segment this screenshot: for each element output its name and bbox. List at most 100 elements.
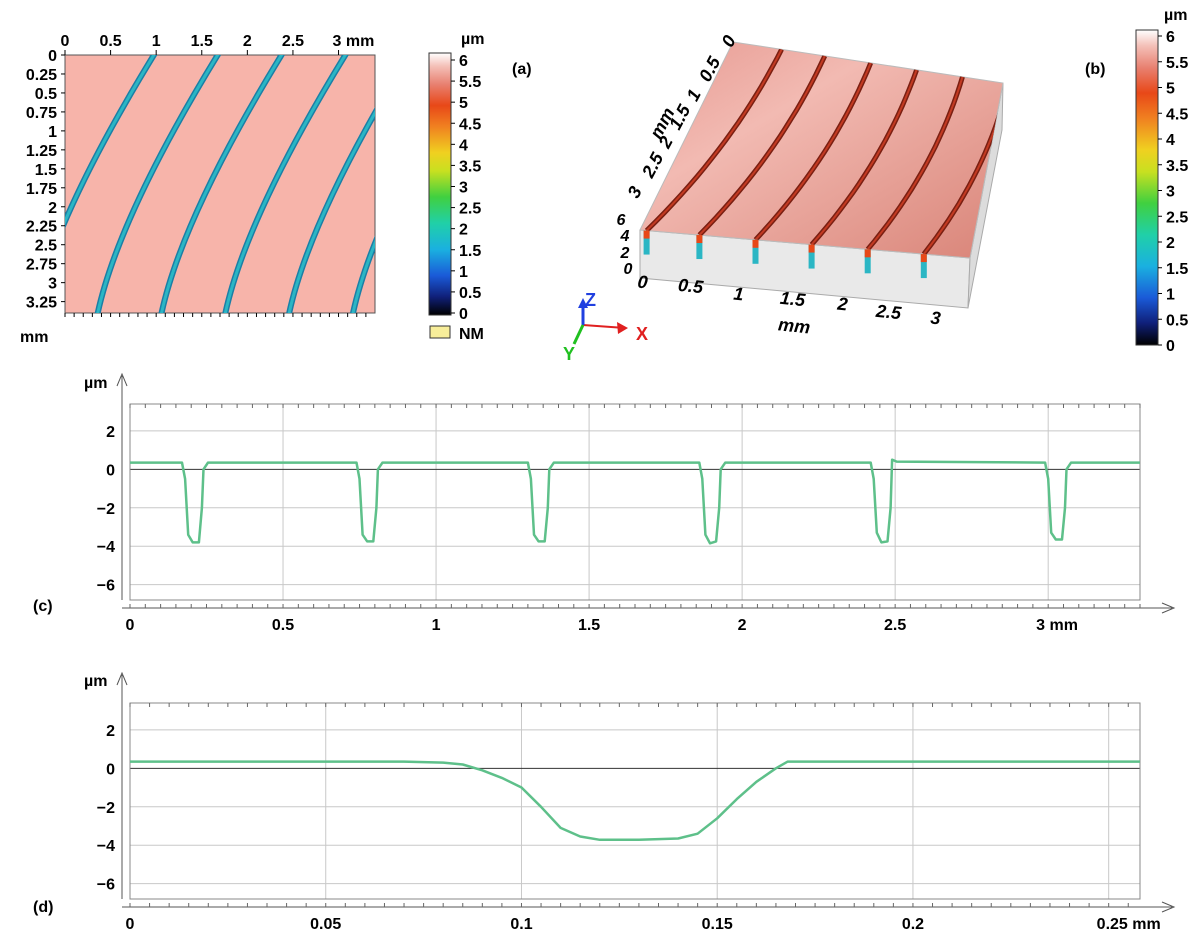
heightmap-x-tick-label: 2 (243, 33, 252, 50)
triad-y-axis (572, 324, 585, 345)
heightmap-x-tick-label: 1 (152, 33, 161, 50)
heightmap-x-tick-label: 3 mm (333, 33, 375, 50)
panel-a: 0 0.5 1 1.5 2 2.5 3 mm00.250.50.7511.251.51.75… (20, 33, 603, 346)
heightmap-y-tick-label: 2.75 (26, 257, 57, 274)
profile-d-x-tick-label: 0.15 (702, 916, 733, 931)
profile-c-x-tick-label: 1.5 (578, 617, 600, 634)
heightmap-y-tick-label: 3.25 (26, 295, 57, 312)
heightmap-y-tick-label: 0 (48, 48, 57, 65)
surface3d-y-tick-label: 1 (683, 86, 705, 104)
triad-y-label: Y (563, 344, 575, 364)
surface3d-dip-top (696, 235, 703, 244)
surface3d-dip (920, 254, 927, 279)
colorbar-b-tick-label: 3 (1166, 184, 1175, 201)
surface3d-x-tick-label: 2 (836, 293, 849, 314)
surface3d-dip (864, 249, 871, 274)
profile-c-y-tick-label: −2 (97, 501, 115, 518)
heightmap-groove (480, 51, 603, 317)
surface3d-groove-edge (645, 48, 783, 232)
heightmap-y-tick-label: 0.75 (26, 105, 57, 122)
colorbar-a-tick-label: 2 (459, 222, 468, 239)
surface3d-z-tick-label: 4 (620, 228, 630, 245)
heightmap-y-tick-label: 1.75 (26, 181, 57, 198)
surface3d-z-tick-label: 6 (617, 212, 626, 229)
heightmap-surface (64, 54, 376, 314)
heightmap-axes: 0 0.5 1 1.5 2 2.5 3 mm00.250.50.7511.251.51.75… (26, 33, 374, 317)
nm-legend-swatch (429, 325, 451, 339)
profile-d-y-tick-label: 2 (106, 723, 115, 740)
panel-c: 0 0.5 1 1.5 2 2.5 3 mm 2 0 −2 −4 −6 µm (c) (33, 372, 1176, 634)
panel-b-label: (b) (1085, 61, 1105, 78)
heightmap-y-tick-label: 2 (48, 200, 57, 217)
profile-c-x-tick-label: 2 (738, 617, 747, 634)
profile-d-y-tick-label: −2 (97, 800, 115, 817)
surface3d-front-dips (643, 230, 927, 279)
colorbar-a-unit: µm (461, 31, 484, 48)
heightmap-groove-core (287, 109, 375, 313)
heightmap-y-tick-label: 1.25 (26, 143, 57, 160)
profile-d-y-tick-label: −6 (97, 877, 115, 894)
profile-c-x-tick-label: 1 (432, 617, 441, 634)
block-top-face (639, 41, 1004, 259)
profile-d-x-tick-label: 0.05 (310, 916, 341, 931)
surface3d-dip (752, 239, 759, 264)
colorbar-b-tick-label: 3.5 (1166, 158, 1188, 175)
surface3d-dip-top (808, 244, 815, 253)
colorbar-a-tick-label: 1.5 (459, 243, 481, 260)
triad-x-arrow (617, 322, 628, 334)
surface3d-x-tick-label: 2.5 (874, 301, 903, 324)
colorbar-a-tick-label: 3.5 (459, 158, 481, 175)
surface3d-z-tick-label: 2 (620, 245, 630, 262)
panel-a-unit-y: mm (20, 329, 48, 346)
colorbar-b-tick-label: 4 (1166, 132, 1175, 149)
profile-d-plot: 0 0.05 0.1 0.15 0.2 0.25 mm 2 0 −2 −4 −6 (97, 671, 1176, 931)
colorbar-b-tick-label: 1.5 (1166, 261, 1188, 278)
triad-z-arrow (578, 298, 588, 308)
profile-c-y-tick-label: −6 (97, 578, 115, 595)
surface3d-x-tick-label: 3 (930, 308, 942, 329)
surface3d-groove-edge (866, 76, 964, 250)
colorbar-b-tick-label: 2 (1166, 235, 1175, 252)
colorbar-a-bar (428, 52, 452, 316)
profile-c-y-tick-label: 0 (106, 462, 115, 479)
heightmap-x-tick-label: 0 (61, 33, 70, 50)
surface3d-y-tick-label: 3 (624, 183, 646, 201)
surface3d-dip (643, 230, 650, 255)
colorbar-a-tick-label: 0.5 (459, 285, 481, 302)
heightmap-y-tick-label: 1.5 (35, 162, 57, 179)
heightmap-groove-core (223, 55, 348, 313)
colorbar-b-tick-label: 2.5 (1166, 209, 1188, 226)
colorbar-b-tick-label: 4.5 (1166, 106, 1188, 123)
heightmap-y-tick-label: 2.5 (35, 238, 57, 255)
heightmap-y-tick-label: 1 (48, 124, 57, 141)
profile-d-y-tick-label: 0 (106, 761, 115, 778)
colorbar-a-tick-label: 1 (459, 264, 468, 281)
colorbar-a-tick-label: 0 (459, 306, 468, 323)
surface3d-dip-top (752, 239, 759, 248)
heightmap-groove-core (480, 51, 603, 317)
colorbar-a-tick-label: 5.5 (459, 74, 481, 91)
profile-d-x-arrow (1161, 901, 1176, 913)
surface3d-groove-edge (698, 55, 826, 236)
profile-c-x-tick-label: 3 mm (1036, 617, 1078, 634)
surface3d-dip-top (920, 254, 927, 263)
surface3d-dip-top (643, 230, 650, 239)
profile-c-y-tick-label: 2 (106, 424, 115, 441)
profile-d-series-line (130, 760, 1140, 842)
profile-d-x-tick-label: 0 (126, 916, 135, 931)
axis-triad: X Z Y (563, 290, 648, 364)
surface3d-x-tick-label: 1.5 (779, 288, 807, 311)
surface3d-groove-edge (754, 62, 872, 241)
profile-c-x-tick-label: 0.5 (272, 617, 294, 634)
profile-c-frame (129, 403, 1141, 601)
colorbar-b: µm 6 5.5 5 4.5 4 3.5 3 2.5 2 1.5 1 0.5 0 (1135, 7, 1188, 355)
profile-c-series-line (130, 458, 1140, 545)
colorbar-a: µm 6 5.5 5 4.5 4 3.5 3 2.5 2 1.5 1 0.5 0 NM (428, 31, 484, 343)
colorbar-b-tick-label: 5.5 (1166, 55, 1188, 72)
panel-d: 0 0.05 0.1 0.15 0.2 0.25 mm 2 0 −2 −4 −6 µm (d) (33, 671, 1176, 931)
colorbar-a-tick-label: 3 (459, 180, 468, 197)
colorbar-a-tick-label: 2.5 (459, 201, 481, 218)
colorbar-b-ticks: 6 5.5 5 4.5 4 3.5 3 2.5 2 1.5 1 0.5 0 (1158, 29, 1188, 355)
